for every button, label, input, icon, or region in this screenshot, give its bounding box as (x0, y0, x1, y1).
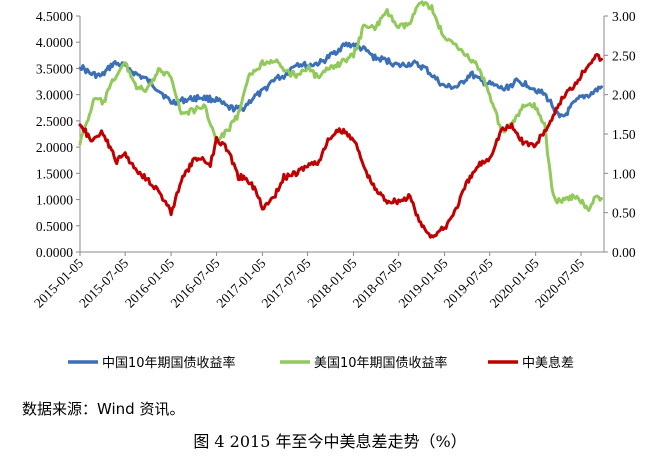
left-tick-label: 3.5000 (36, 61, 73, 76)
legend: 中国10年期国债收益率 美国10年期国债收益率 中美息差 (68, 355, 574, 371)
left-tick-label: 2.0000 (36, 140, 73, 155)
left-tick-label: 0.0000 (36, 245, 73, 260)
right-tick-label: 1.50 (612, 127, 636, 142)
x-axis-ticks: 2015-01-052015-07-052016-01-052016-07-05… (31, 252, 587, 311)
legend-label-1: 中国10年期国债收益率 (102, 355, 236, 371)
right-tick-label: 0.00 (612, 245, 636, 260)
left-tick-label: 1.0000 (36, 193, 73, 208)
source-note: 数据来源：Wind 资讯。 (22, 400, 185, 418)
right-tick-label: 2.00 (612, 88, 636, 103)
legend-label-2: 美国10年期国债收益率 (314, 355, 448, 371)
left-tick-label: 2.5000 (36, 114, 73, 129)
series-line-1 (78, 41, 603, 119)
left-tick-label: 0.5000 (36, 219, 73, 234)
right-axis-ticks: 0.00 0.50 1.00 1.50 2.00 2.50 3.00 (604, 9, 636, 260)
left-axis-ticks: 0.0000 0.5000 1.0000 1.5000 2.0000 2.5000 3.00… (36, 9, 80, 260)
right-tick-label: 3.00 (612, 9, 636, 24)
figure-caption: 图 4 2015 年至今中美息差走势（%） (193, 432, 467, 451)
right-tick-label: 2.50 (612, 48, 636, 63)
x-tick-label: 2020-07-05 (532, 255, 587, 310)
left-tick-label: 1.5000 (36, 166, 73, 181)
series-line-2 (78, 0, 603, 212)
legend-label-3: 中美息差 (522, 355, 574, 371)
series-layer (78, 0, 603, 239)
left-tick-label: 3.0000 (36, 88, 73, 103)
series-line-3 (78, 52, 603, 239)
left-tick-label: 4.5000 (36, 9, 73, 24)
right-tick-label: 1.00 (612, 166, 636, 181)
chart: 0.0000 0.5000 1.0000 1.5000 2.0000 2.5000 3.00… (31, 0, 636, 371)
left-tick-label: 4.0000 (36, 35, 73, 50)
right-tick-label: 0.50 (612, 206, 636, 221)
